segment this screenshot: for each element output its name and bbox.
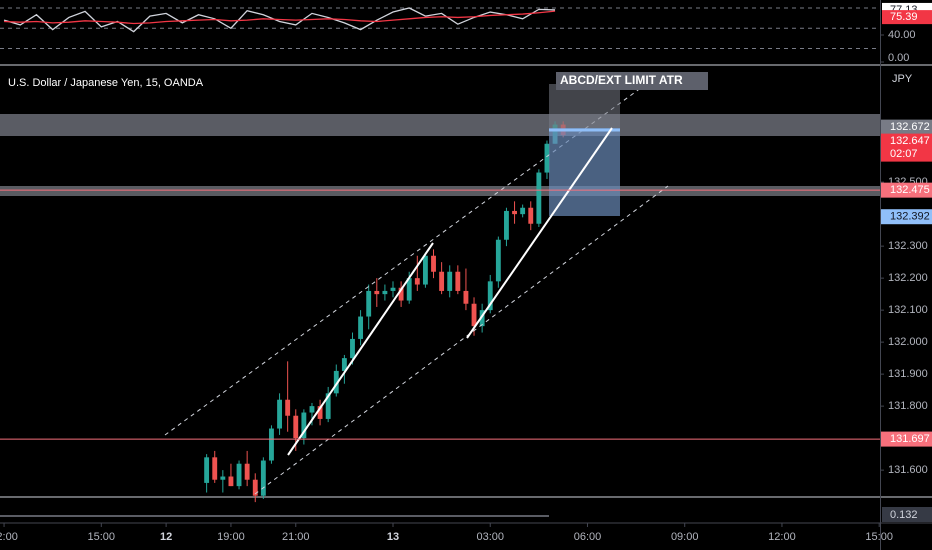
x-tick-label: 12:00 [768, 531, 796, 543]
strategy-label-box [556, 72, 708, 90]
candle-body [487, 281, 493, 311]
candle-body [301, 412, 307, 439]
price-marker-label: 132.672 [890, 121, 930, 133]
candle-body [471, 303, 477, 327]
x-tick-label: 19:00 [217, 531, 245, 543]
candle-body [309, 406, 315, 413]
y-tick-label: 131.800 [888, 400, 928, 412]
x-tick-label: 15:00 [88, 531, 116, 543]
candle-body [325, 393, 331, 419]
value-box [882, 10, 932, 25]
candle-body [520, 207, 526, 215]
price-marker [881, 182, 932, 198]
y-tick-label: 0.00 [888, 52, 909, 64]
candle-body [495, 239, 501, 282]
candle-body [447, 271, 453, 291]
channel-line [254, 185, 669, 495]
y-tick-label: 40.00 [888, 29, 916, 41]
candle-body [406, 278, 412, 301]
x-tick-label: 12 [160, 531, 172, 543]
candle-body [479, 310, 485, 327]
candle-body [220, 476, 226, 480]
position-top [549, 84, 620, 128]
candle-body [341, 358, 347, 371]
candle-body [269, 428, 274, 461]
price-marker-label: 132.475 [890, 184, 930, 196]
candle-body [212, 457, 218, 480]
candle-body [293, 415, 299, 439]
candles [204, 121, 566, 503]
candle-body [252, 479, 258, 496]
candle-body [228, 476, 234, 487]
candle-body [350, 338, 355, 359]
x-tick-label: 21:00 [282, 531, 310, 543]
resistance-zone [0, 114, 880, 136]
price-marker [881, 119, 932, 135]
bottom-value: 0.132 [890, 509, 918, 521]
x-tick-label: 03:00 [476, 531, 504, 543]
candle-body [439, 271, 445, 291]
candle-body [277, 399, 282, 429]
x-tick-label: 15:00 [865, 531, 893, 543]
candle-body [431, 255, 436, 272]
price-marker-label: 131.697 [890, 433, 930, 445]
x-tick-label: 13 [387, 531, 399, 543]
candle-body [504, 210, 509, 240]
candle-body [317, 406, 323, 419]
symbol-title: U.S. Dollar / Japanese Yen, 15, OANDA [8, 77, 204, 89]
price-marker [881, 431, 932, 447]
price-marker-label: 132.392 [890, 211, 930, 223]
candle-body [260, 460, 266, 496]
last-value: 75.39 [890, 11, 918, 23]
candle-body [244, 463, 250, 480]
candle-body [414, 278, 420, 285]
candle-body [536, 172, 542, 224]
candle-body [528, 207, 534, 224]
candle-body [382, 290, 388, 295]
abcd-leg [466, 127, 613, 339]
channel-line [164, 73, 661, 436]
abcd-leg [287, 242, 434, 456]
candle-body [236, 463, 242, 487]
candle-body [374, 290, 380, 295]
candle-body [512, 210, 517, 215]
candle-body [422, 255, 428, 285]
candle-body [463, 290, 469, 304]
y-tick-label: 132.000 [888, 336, 928, 348]
x-tick-label: 09:00 [671, 531, 699, 543]
y-tick-label: 132.300 [888, 240, 928, 252]
candle-body [358, 316, 364, 339]
price-marker [881, 133, 932, 162]
x-tick-label: 12:00 [0, 531, 18, 543]
y-tick-label: 131.900 [888, 368, 928, 380]
candle-body [398, 287, 404, 301]
x-tick-label: 06:00 [574, 531, 602, 543]
y-tick-label: 132.200 [888, 272, 928, 284]
support-zone [0, 186, 880, 196]
candle-body [455, 271, 461, 291]
candle-body [544, 143, 550, 173]
currency: JPY [892, 73, 913, 85]
candle-body [204, 457, 210, 483]
candle-body [285, 399, 291, 416]
countdown: 02:07 [890, 148, 918, 160]
bottom-value-box [882, 507, 932, 522]
candle-body [333, 370, 339, 394]
candle-body [366, 290, 372, 317]
strategy-label: ABCD/EXT LIMIT ATR [560, 73, 683, 87]
rsi-line [4, 10, 556, 25]
y-tick-label: 131.600 [888, 464, 928, 476]
price-marker [881, 209, 932, 225]
candle-body [390, 287, 396, 291]
y-tick-label: 132.100 [888, 304, 928, 316]
price-marker-label: 132.647 [890, 135, 930, 147]
